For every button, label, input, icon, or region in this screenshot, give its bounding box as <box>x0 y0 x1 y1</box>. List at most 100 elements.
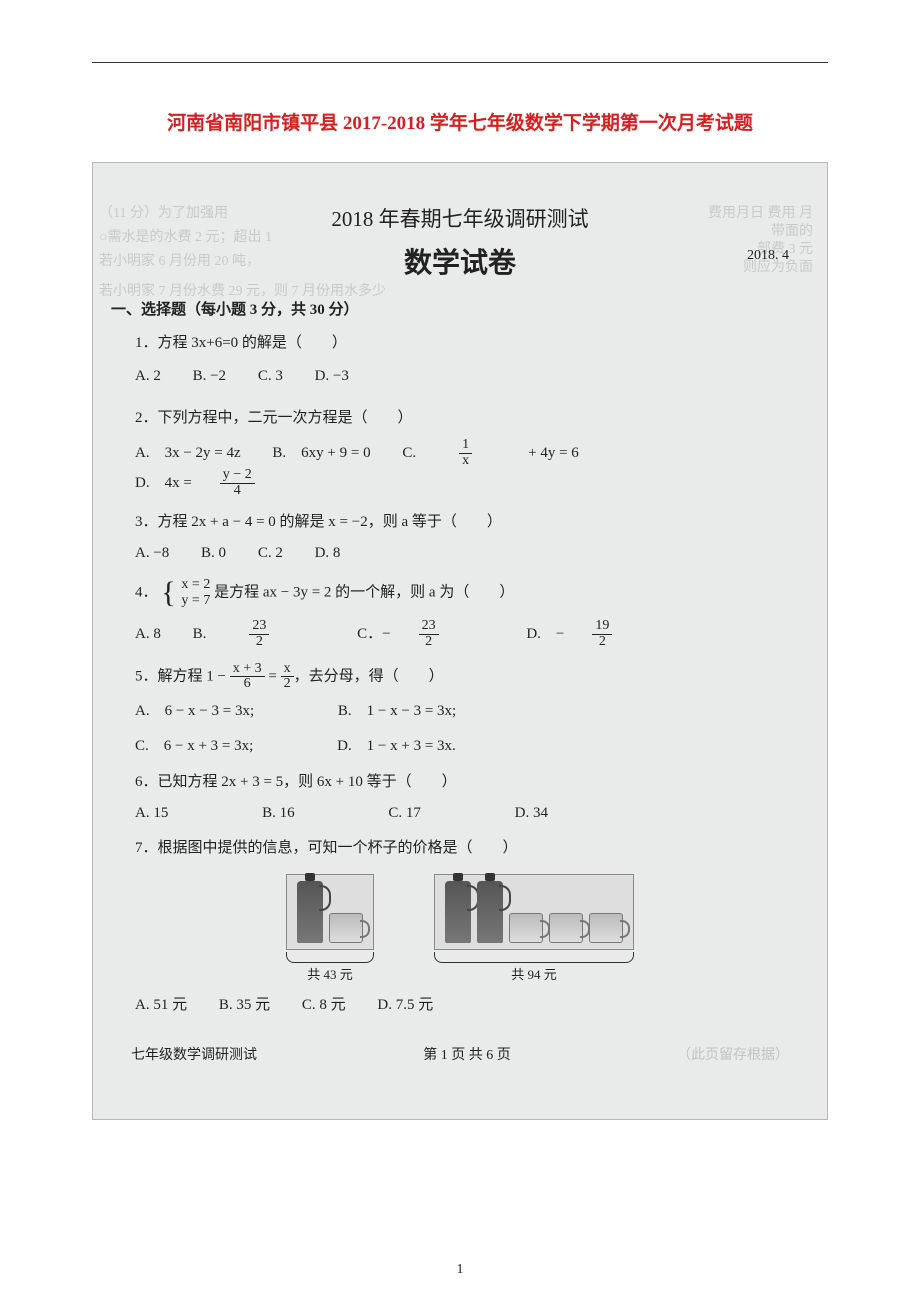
q3-opt-a: A. −8 <box>135 542 169 565</box>
q7-label-2: 共 94 元 <box>434 952 634 985</box>
q6-opt-a: A. 15 <box>135 802 168 825</box>
q3-options: A. −8 B. 0 C. 2 D. 8 <box>135 542 809 565</box>
frac-num: y − 2 <box>220 468 255 484</box>
cup-icon <box>589 913 623 943</box>
q2-stem: 2．下列方程中，二元一次方程是（ ） <box>135 407 809 430</box>
q4-c-pre: C．− <box>357 623 390 646</box>
q2-c-post: + 4y = 6 <box>528 442 579 465</box>
frac-den: x <box>459 454 472 469</box>
fraction: x2 <box>281 662 294 692</box>
q2-opt-a: A. 3x − 2y = 4z <box>135 442 241 465</box>
q7-options: A. 51 元 B. 35 元 C. 8 元 D. 7.5 元 <box>135 994 809 1017</box>
q4-opt-b: B. 232 <box>193 619 326 649</box>
q2-c-pre: C. <box>402 442 431 465</box>
q6-opt-c: C. 17 <box>388 802 421 825</box>
exam-title-line1: 2018 年春期七年级调研测试 <box>111 203 809 236</box>
q7-group-2-items <box>434 874 634 950</box>
frac-den: 2 <box>249 635 269 650</box>
q4-post: 是方程 ax − 3y = 2 的一个解，则 a 为（ ） <box>214 585 514 601</box>
q3-stem: 3．方程 2x + a − 4 = 0 的解是 x = −2，则 a 等于（ ） <box>135 511 809 534</box>
q4-b-pre: B. <box>193 623 222 646</box>
q7-group-1: 共 43 元 <box>286 874 374 985</box>
q3-opt-c: C. 2 <box>258 542 283 565</box>
document-title-text: 河南省南阳市镇平县 2017-2018 学年七年级数学下学期第一次月考试题 <box>167 113 753 134</box>
cup-icon <box>549 913 583 943</box>
frac-den: 6 <box>230 677 265 692</box>
scan-footer: 七年级数学调研测试 第 1 页 共 6 页 （此页留存根据） <box>111 1045 809 1067</box>
fraction: y − 24 <box>220 468 283 498</box>
q4-case1: x = 2 <box>181 577 210 592</box>
fraction: 232 <box>419 619 467 649</box>
q2-options: A. 3x − 2y = 4z B. 6xy + 9 = 0 C. 1x + 4… <box>135 438 809 499</box>
q4-opt-d: D. − 192 <box>526 619 668 649</box>
cup-icon <box>329 913 363 943</box>
thermos-icon <box>445 881 471 943</box>
q6-opt-b: B. 16 <box>262 802 295 825</box>
footer-right-ghost: （此页留存根据） <box>677 1045 789 1067</box>
top-rule <box>92 62 828 63</box>
q2-opt-b: B. 6xy + 9 = 0 <box>272 442 370 465</box>
q4-opt-a: A. 8 <box>135 623 161 646</box>
q7-figure: 共 43 元 共 94 元 <box>111 874 809 985</box>
fraction: 1x <box>459 438 500 468</box>
q7-opt-a: A. 51 元 <box>135 994 187 1017</box>
q1-stem: 1．方程 3x+6=0 的解是（ ） <box>135 332 809 355</box>
thermos-icon <box>477 881 503 943</box>
q7-group-2: 共 94 元 <box>434 874 634 985</box>
frac-den: 4 <box>220 484 255 499</box>
q4-stem: 4． { x = 2 y = 7 是方程 ax − 3y = 2 的一个解，则 … <box>135 577 809 609</box>
q6-opt-d: D. 34 <box>515 802 548 825</box>
q4-cases: x = 2 y = 7 <box>181 577 210 609</box>
brace-icon: { <box>161 578 175 608</box>
q6-options: A. 15 B. 16 C. 17 D. 34 <box>135 802 809 825</box>
q2-d-pre: D. 4x = <box>135 472 192 495</box>
q2-opt-d: D. 4x = y − 24 <box>135 468 311 498</box>
frac-num: 1 <box>459 438 472 454</box>
q4-pre: 4． <box>135 585 158 601</box>
q7-label-1: 共 43 元 <box>286 952 374 985</box>
q7-opt-c: C. 8 元 <box>302 994 346 1017</box>
exam-title-line2: 数学试卷 <box>111 242 809 285</box>
q7-opt-b: B. 35 元 <box>219 994 270 1017</box>
fraction: 192 <box>592 619 640 649</box>
frac-den: 2 <box>592 635 612 650</box>
frac-num: 19 <box>592 619 612 635</box>
q7-group-1-items <box>286 874 374 950</box>
q3-opt-d: D. 8 <box>315 542 341 565</box>
cup-icon <box>509 913 543 943</box>
q7-stem: 7．根据图中提供的信息，可知一个杯子的价格是（ ） <box>135 837 809 860</box>
frac-num: x <box>281 662 294 678</box>
q1-opt-d: D. −3 <box>315 365 349 388</box>
q2-opt-c: C. 1x + 4y = 6 <box>402 438 606 468</box>
frac-num: 23 <box>419 619 439 635</box>
section-1-title: 一、选择题（每小题 3 分，共 30 分） <box>111 299 809 322</box>
q4-options: A. 8 B. 232 C．−232 D. −192 <box>135 619 809 649</box>
fraction: x + 36 <box>230 662 265 692</box>
q5-opt-a: A. 6 − x − 3 = 3x; <box>135 700 254 723</box>
frac-num: x + 3 <box>230 662 265 678</box>
document-title: 河南省南阳市镇平县 2017-2018 学年七年级数学下学期第一次月考试题 <box>92 108 828 135</box>
frac-den: 2 <box>281 677 294 692</box>
scan-content: （11 分）为了加强用 ○需水是的水费 2 元；超出 1 若小明家 6 月份用 … <box>111 203 809 1066</box>
frac-den: 2 <box>419 635 439 650</box>
fraction: 232 <box>249 619 297 649</box>
q6-stem: 6．已知方程 2x + 3 = 5，则 6x + 10 等于（ ） <box>135 771 809 794</box>
q1-opt-b: B. −2 <box>193 365 226 388</box>
scanned-page: （11 分）为了加强用 ○需水是的水费 2 元；超出 1 若小明家 6 月份用 … <box>92 162 828 1120</box>
q5-mid: = <box>265 668 281 684</box>
q4-d-pre: D. − <box>526 623 564 646</box>
q5-options-row2: C. 6 − x + 3 = 3x; D. 1 − x + 3 = 3x. <box>135 735 809 758</box>
q5-options-row1: A. 6 − x − 3 = 3x; B. 1 − x − 3 = 3x; <box>135 700 809 723</box>
exam-date: 2018. 4 <box>747 245 789 267</box>
q4-case2: y = 7 <box>181 593 210 608</box>
q5-opt-d: D. 1 − x + 3 = 3x. <box>337 735 456 758</box>
q1-options: A. 2 B. −2 C. 3 D. −3 <box>135 365 809 388</box>
footer-center: 第 1 页 共 6 页 <box>423 1045 511 1067</box>
q5-opt-c: C. 6 − x + 3 = 3x; <box>135 735 253 758</box>
q1-opt-c: C. 3 <box>258 365 283 388</box>
q3-opt-b: B. 0 <box>201 542 226 565</box>
q1-opt-a: A. 2 <box>135 365 161 388</box>
page-number: 1 <box>0 1262 920 1278</box>
exam-header: 2018 年春期七年级调研测试 数学试卷 2018. 4 <box>111 203 809 285</box>
q5-stem: 5．解方程 1 − x + 36 = x2，去分母，得（ ） <box>135 662 809 692</box>
